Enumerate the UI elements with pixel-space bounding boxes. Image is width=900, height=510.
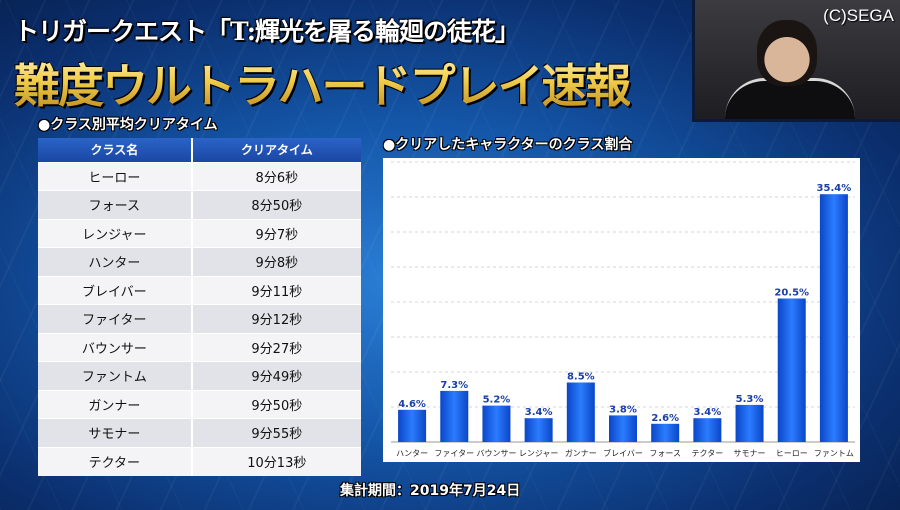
time-cell: 9分12秒 <box>191 304 361 333</box>
table-header-row: クラス名 クリアタイム <box>38 138 361 162</box>
class-cell: レンジャー <box>38 218 193 248</box>
data-label-4: 8.5% <box>567 372 595 383</box>
bar-2 <box>482 405 511 442</box>
bar-0 <box>398 409 427 442</box>
x-tick-label-5: ブレイバー <box>603 448 643 458</box>
aggregation-period: 集計期間：2019年7月24日 <box>340 483 521 499</box>
class-cell: ヒーロー <box>38 161 193 191</box>
header-class-name: クラス名 <box>38 138 193 162</box>
class-cell: サモナー <box>38 418 193 447</box>
data-label-7: 3.4% <box>693 407 721 418</box>
chart-section-title: ●クリアしたキャラクターのクラス割合 <box>383 137 633 153</box>
data-label-2: 5.2% <box>483 395 511 406</box>
bar-8 <box>735 404 764 442</box>
time-cell: 9分50秒 <box>191 389 361 419</box>
x-tick-label-10: ファントム <box>814 449 854 458</box>
class-cell: ファントム <box>38 361 193 390</box>
data-label-8: 5.3% <box>736 394 764 405</box>
x-tick-label-2: バウンサー <box>476 449 516 458</box>
data-label-3: 3.4% <box>525 407 553 418</box>
data-label-1: 7.3% <box>440 380 468 391</box>
bar-7 <box>693 418 722 442</box>
bar-1 <box>440 390 469 442</box>
x-tick-label-3: レンジャー <box>519 449 559 458</box>
copyright-label: (C)SEGA <box>823 6 894 25</box>
bar-3 <box>524 418 553 442</box>
class-share-chart: 4.6% ハンター 7.3% ファイター 5.2% バウンサー 3.4% レンジャー 8.5% ガ… <box>383 158 860 462</box>
bar-4 <box>566 382 595 442</box>
time-cell: 9分7秒 <box>191 218 361 248</box>
class-cell: テクター <box>38 446 193 476</box>
header-clear-time: クリアタイム <box>191 138 361 162</box>
table-row: テクター 10分13秒 <box>38 446 361 476</box>
data-label-6: 2.6% <box>651 413 679 424</box>
x-tick-label-0: ハンター <box>396 449 428 458</box>
table-row: ハンター 9分8秒 <box>38 247 361 276</box>
title-line-2: 難度ウルトラハードプレイ速報 <box>14 50 632 116</box>
time-cell: 9分11秒 <box>191 275 361 305</box>
webcam-overlay: (C)SEGA <box>692 0 900 122</box>
clear-time-table: クラス名 クリアタイム ヒーロー 8分6秒 フォース 8分50秒 レンジャー 9分7秒… <box>38 138 361 476</box>
class-cell: ガンナー <box>38 389 193 419</box>
time-cell: 8分6秒 <box>191 161 361 191</box>
data-label-5: 3.8% <box>609 404 637 415</box>
bar-9 <box>777 298 806 442</box>
class-cell: ファイター <box>38 304 193 333</box>
x-tick-label-7: テクター <box>692 449 724 458</box>
time-cell: 8分50秒 <box>191 190 361 219</box>
class-cell: ブレイバー <box>38 275 193 305</box>
table-row: ブレイバー 9分11秒 <box>38 275 361 305</box>
table-row: バウンサー 9分27秒 <box>38 332 361 362</box>
table-section-title: ●クラス別平均クリアタイム <box>38 117 218 133</box>
time-cell: 9分55秒 <box>191 418 361 447</box>
bar-10 <box>819 194 848 442</box>
table-row: ファイター 9分12秒 <box>38 304 361 333</box>
table-row: サモナー 9分55秒 <box>38 418 361 447</box>
data-label-0: 4.6% <box>398 399 426 410</box>
table-row: ファントム 9分49秒 <box>38 361 361 390</box>
title-line-1: トリガークエスト「T:輝光を屠る輪廻の徒花」 <box>14 17 520 46</box>
bar-5 <box>609 415 637 442</box>
class-cell: フォース <box>38 190 193 219</box>
time-cell: 9分8秒 <box>191 247 361 276</box>
x-tick-label-1: ファイター <box>434 449 474 458</box>
class-cell: バウンサー <box>38 332 193 362</box>
time-cell: 9分27秒 <box>191 332 361 362</box>
x-tick-label-4: ガンナー <box>565 448 597 458</box>
time-cell: 10分13秒 <box>191 446 361 476</box>
bar-chart-svg: 4.6% ハンター 7.3% ファイター 5.2% バウンサー 3.4% レンジャー 8.5% ガ… <box>391 161 855 458</box>
data-label-10: 35.4% <box>817 183 852 194</box>
table-row: フォース 8分50秒 <box>38 190 361 219</box>
data-label-9: 20.5% <box>774 288 809 299</box>
x-tick-label-6: フォース <box>649 449 681 458</box>
table-row: ヒーロー 8分6秒 <box>38 161 361 191</box>
x-tick-label-8: サモナー <box>734 449 766 458</box>
x-tick-label-9: ヒーロー <box>776 449 808 458</box>
bar-6 <box>651 423 680 442</box>
time-cell: 9分49秒 <box>191 361 361 390</box>
table-row: レンジャー 9分7秒 <box>38 218 361 248</box>
presenter-head <box>757 20 817 86</box>
table-row: ガンナー 9分50秒 <box>38 389 361 419</box>
class-cell: ハンター <box>38 247 193 276</box>
